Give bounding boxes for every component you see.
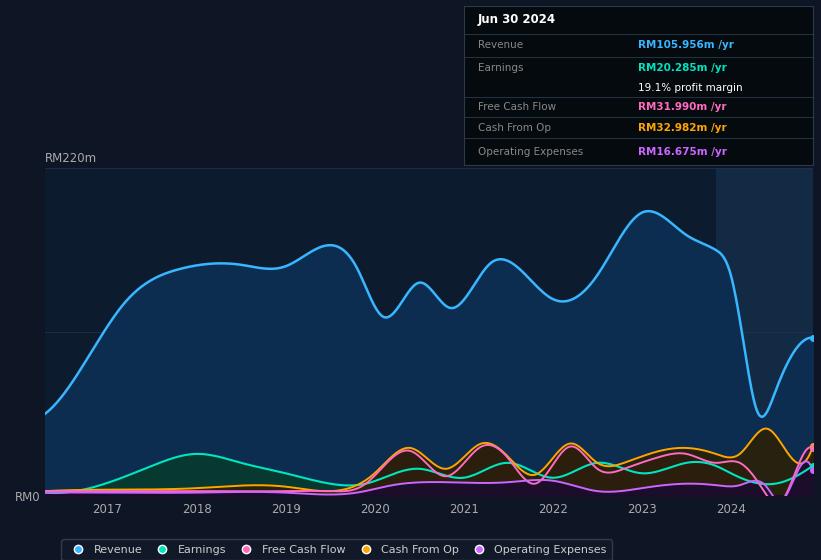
Text: Cash From Op: Cash From Op bbox=[478, 123, 551, 133]
Text: Free Cash Flow: Free Cash Flow bbox=[478, 102, 556, 112]
Bar bbox=[716, 168, 813, 496]
Text: 19.1% profit margin: 19.1% profit margin bbox=[639, 83, 743, 93]
Text: RM32.982m /yr: RM32.982m /yr bbox=[639, 123, 727, 133]
Text: Jun 30 2024: Jun 30 2024 bbox=[478, 13, 556, 26]
Text: Earnings: Earnings bbox=[478, 63, 523, 73]
Text: RM16.675m /yr: RM16.675m /yr bbox=[639, 147, 727, 157]
Text: RM20.285m /yr: RM20.285m /yr bbox=[639, 63, 727, 73]
Text: Operating Expenses: Operating Expenses bbox=[478, 147, 583, 157]
Text: Revenue: Revenue bbox=[478, 40, 523, 50]
Text: RM220m: RM220m bbox=[45, 152, 97, 165]
Text: RM31.990m /yr: RM31.990m /yr bbox=[639, 102, 727, 112]
Text: RM105.956m /yr: RM105.956m /yr bbox=[639, 40, 734, 50]
Legend: Revenue, Earnings, Free Cash Flow, Cash From Op, Operating Expenses: Revenue, Earnings, Free Cash Flow, Cash … bbox=[62, 539, 612, 560]
